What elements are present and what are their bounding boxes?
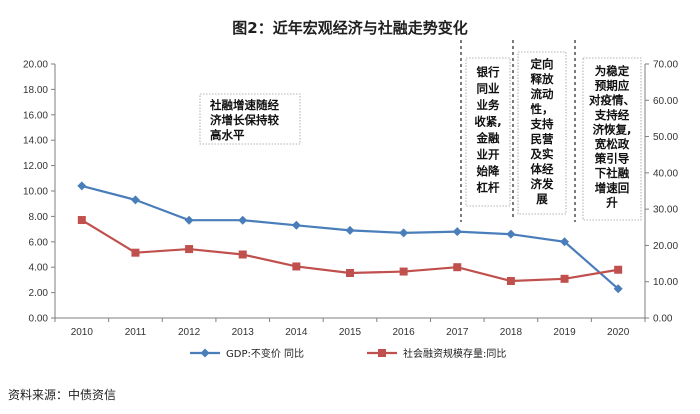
social-finance-series-point — [560, 274, 569, 283]
annotation-text: 流动 — [531, 87, 554, 101]
right-tick-label: 40.00 — [653, 168, 678, 179]
left-tick-label: 0.00 — [29, 314, 49, 325]
annotation-text: 同业 — [477, 82, 500, 96]
social-finance-series-point — [77, 216, 86, 225]
social-finance-series-point — [453, 263, 462, 272]
left-tick-label: 14.00 — [23, 136, 48, 147]
annotation-text: 为稳定 — [595, 64, 630, 78]
annotation-text: 始降 — [477, 164, 500, 178]
social-finance-series-point — [614, 265, 623, 274]
x-tick-label: 2010 — [71, 327, 94, 338]
annotation-box — [517, 51, 567, 215]
annotation-text: 下社融 — [595, 166, 630, 180]
social-finance-series-point — [185, 245, 194, 254]
social-finance-series-point — [399, 267, 408, 276]
gdp-series-point — [560, 237, 570, 247]
left-tick-label: 10.00 — [23, 187, 48, 198]
left-tick-label: 4.00 — [29, 263, 49, 274]
annotation-text: 及实 — [531, 147, 554, 161]
gdp-series-point — [184, 215, 194, 225]
gdp-series-point — [506, 229, 516, 239]
annotation-box — [582, 57, 642, 221]
annotation-text: 杠杆 — [477, 181, 500, 195]
x-tick-label: 2017 — [446, 327, 469, 338]
annotation-text: 民营 — [531, 132, 554, 146]
annotation-text: 对疫情、 — [589, 93, 635, 107]
x-tick-label: 2015 — [339, 327, 362, 338]
gdp-series-point — [345, 225, 355, 235]
left-tick-label: 6.00 — [29, 237, 49, 248]
x-tick-label: 2019 — [553, 327, 576, 338]
annotation-text: 济恢复, — [593, 122, 632, 136]
annotation-text: 济发 — [531, 177, 554, 191]
x-tick-label: 2014 — [285, 327, 308, 338]
left-tick-label: 20.00 — [23, 60, 48, 71]
left-tick-label: 12.00 — [23, 161, 48, 172]
annotation-text: 性， — [531, 102, 554, 116]
right-tick-label: 60.00 — [653, 96, 678, 107]
annotation-text: 定向 — [531, 57, 554, 71]
annotation-text: 预期应 — [595, 79, 630, 93]
annotation-text: 体经 — [531, 162, 554, 176]
legend-label: 社会融资规模存量:同比 — [403, 347, 506, 360]
gdp-series-point — [613, 284, 623, 294]
annotation-text: 策引导 — [594, 152, 630, 166]
gdp-series-point — [452, 227, 462, 237]
right-tick-label: 50.00 — [653, 132, 678, 143]
annotation-text: 支持 — [530, 117, 554, 131]
right-tick-label: 30.00 — [653, 205, 678, 216]
annotation-box — [199, 93, 301, 145]
gdp-series-point — [399, 228, 409, 238]
annotation-text: 展 — [535, 192, 548, 206]
annotation-text: 社融增速随经 — [209, 98, 279, 112]
legend-label: GDP:不变价 同比 — [226, 347, 304, 360]
legend-point — [378, 349, 386, 357]
gdp-series-point — [238, 215, 248, 225]
social-finance-series-point — [131, 248, 140, 257]
right-tick-label: 20.00 — [653, 241, 678, 252]
gdp-series-point — [77, 181, 87, 191]
annotation-box — [465, 57, 511, 207]
right-tick-label: 70.00 — [653, 60, 678, 71]
annotation-text: 增速回 — [595, 181, 630, 195]
left-tick-label: 16.00 — [23, 110, 48, 121]
legend: GDP:不变价 同比 社会融资规模存量:同比 — [190, 347, 506, 360]
annotation-text: 银行 — [477, 65, 500, 79]
gdp-series-point — [291, 220, 301, 230]
gdp-series-point — [130, 195, 140, 205]
x-tick-label: 2016 — [393, 327, 416, 338]
annotation-text: 支持经 — [594, 108, 630, 122]
annotation-text: 宽松政 — [594, 137, 630, 151]
annotation-text: 济增长保持较 — [210, 113, 279, 127]
social-finance-series-point — [506, 276, 515, 285]
social-finance-series-point — [292, 262, 301, 271]
left-tick-label: 18.00 — [23, 85, 48, 96]
legend-point — [200, 348, 210, 358]
annotation-text: 升 — [606, 195, 618, 209]
x-tick-label: 2020 — [607, 327, 630, 338]
left-tick-label: 2.00 — [29, 288, 49, 299]
x-tick-label: 2012 — [178, 327, 201, 338]
plot-area: 0.00 2.00 4.00 6.00 8.00 10.00 12.00 14.00 16.00… — [23, 60, 678, 339]
right-tick-label: 0.00 — [653, 314, 673, 325]
annotation-text: 释放 — [531, 72, 554, 86]
left-tick-label: 8.00 — [29, 212, 49, 223]
social-finance-series-point — [346, 269, 354, 278]
social-finance-series-point — [238, 250, 247, 259]
annotation-text: 金融 — [476, 131, 500, 145]
right-tick-label: 10.00 — [653, 277, 678, 288]
x-tick-label: 2011 — [125, 327, 147, 338]
chart-title: 图2：近年宏观经济与社融走势变化 — [232, 19, 467, 37]
annotation-text: 收紧, — [474, 115, 501, 129]
x-tick-label: 2018 — [500, 327, 523, 338]
annotation-text: 业开 — [477, 148, 500, 162]
annotation-text: 高水平 — [210, 128, 245, 142]
annotation-text: 业务 — [477, 98, 500, 112]
source-note: 资料来源：中债资信 — [8, 388, 117, 402]
x-tick-label: 2013 — [232, 327, 255, 338]
